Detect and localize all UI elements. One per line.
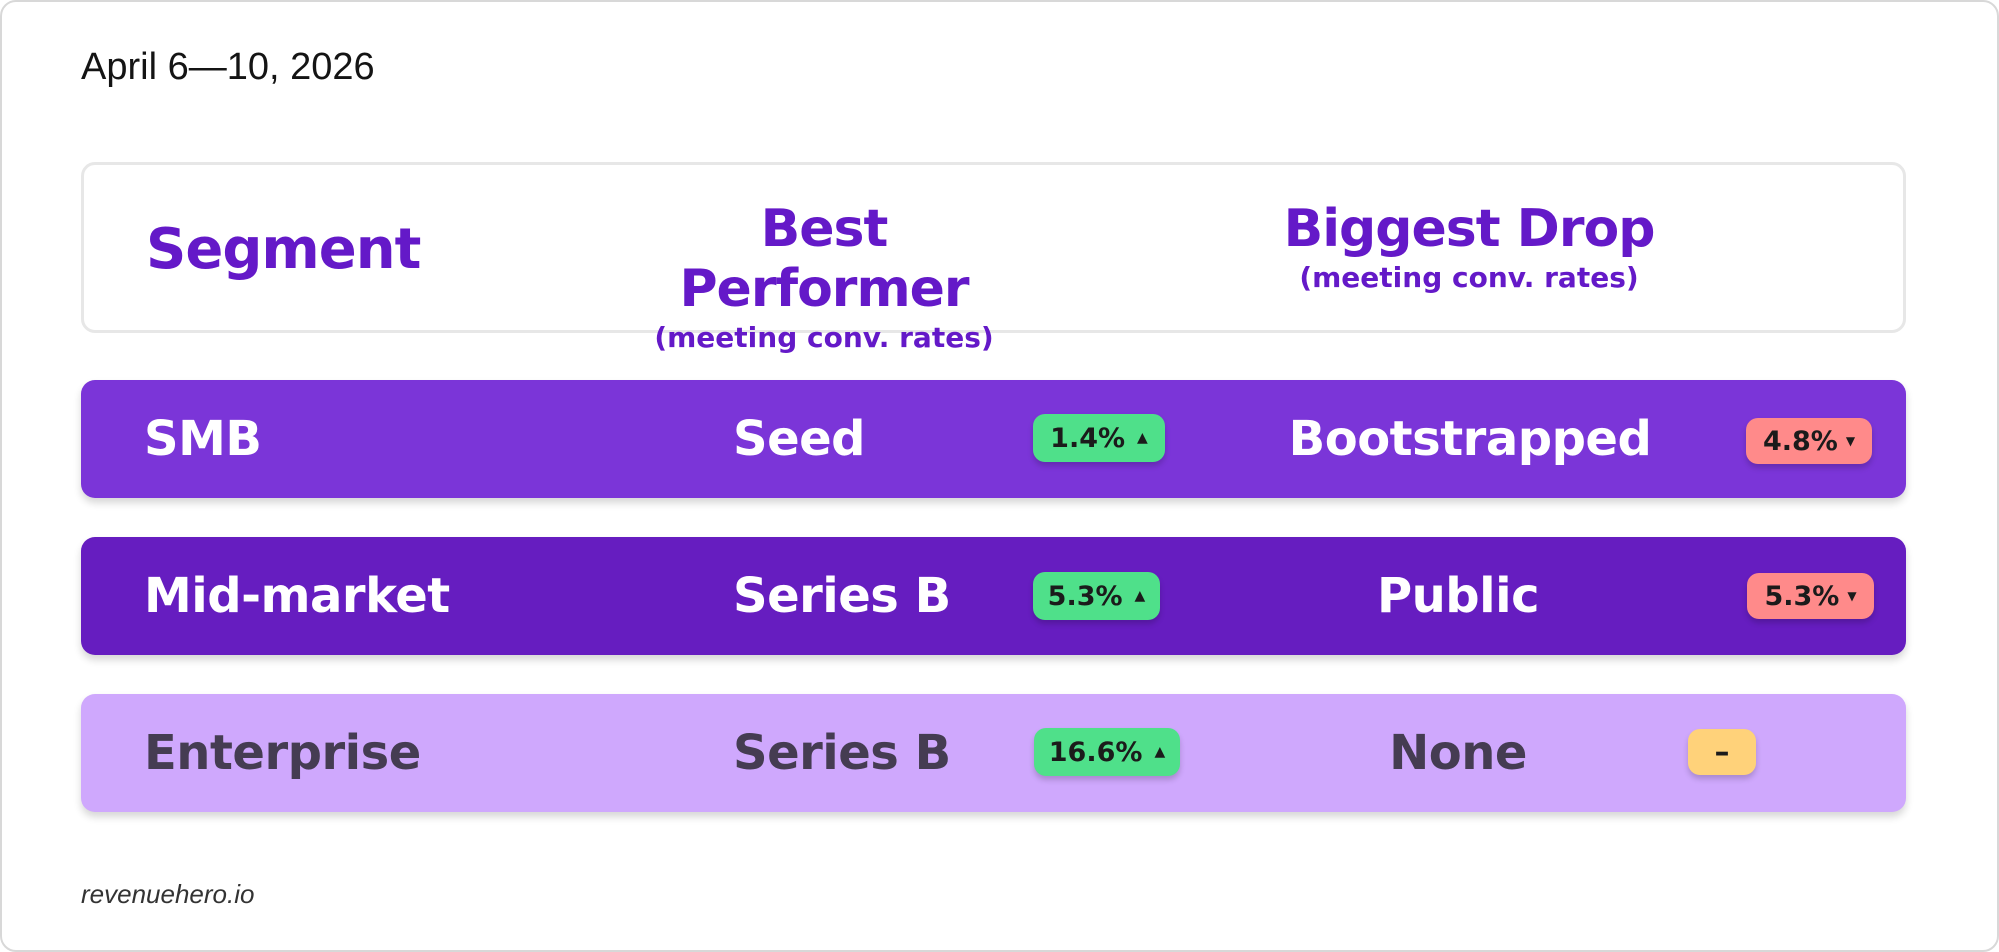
best-change-badge: 5.3% ▲ — [1033, 572, 1160, 620]
best-change-value: 5.3% — [1047, 580, 1123, 612]
arrow-down-icon: ▼ — [1847, 589, 1857, 603]
best-performer-name: Seed — [733, 411, 866, 467]
footer-source: revenuehero.io — [81, 879, 255, 909]
best-change-value: 1.4% — [1050, 422, 1126, 454]
biggest-drop-column-header: Biggest Drop (meeting conv. rates) — [1259, 199, 1679, 297]
table-header: Segment Best Performer (meeting conv. ra… — [81, 162, 1906, 354]
drop-change-value: 4.8% — [1762, 425, 1838, 457]
biggest-drop-name: None — [1389, 725, 1527, 781]
biggest-drop-name: Public — [1376, 568, 1540, 624]
no-change-dash: – — [1714, 734, 1730, 770]
drop-change-badge: – — [1688, 729, 1756, 775]
best-performer-subtitle: (meeting conv. rates) — [654, 321, 994, 354]
segment-column-header: Segment — [146, 217, 421, 282]
best-performer-name: Series B — [733, 568, 951, 624]
table-row-enterprise: Enterprise Series B 16.6% ▲ None – — [81, 694, 1906, 812]
best-performer-title: Best Performer — [679, 199, 969, 319]
table-row-mid-market: Mid-market Series B 5.3% ▲ Public 5.3% ▼ — [81, 537, 1906, 655]
best-performer-name: Series B — [733, 725, 951, 781]
arrow-up-icon: ▲ — [1137, 430, 1148, 446]
best-performer-column-header: Best Performer (meeting conv. rates) — [614, 199, 1034, 357]
best-change-value: 16.6% — [1048, 736, 1143, 768]
arrow-up-icon: ▲ — [1154, 744, 1166, 760]
date-range: April 6—10, 2026 — [81, 46, 375, 88]
drop-change-badge: 4.8% ▼ — [1746, 418, 1872, 464]
biggest-drop-title: Biggest Drop — [1283, 199, 1656, 259]
best-change-badge: 1.4% ▲ — [1033, 414, 1165, 462]
arrow-down-icon: ▼ — [1845, 434, 1856, 448]
table-row-smb: SMB Seed 1.4% ▲ Bootstrapped 4.8% ▼ — [81, 380, 1906, 498]
drop-change-value: 5.3% — [1764, 580, 1840, 612]
arrow-up-icon: ▲ — [1134, 588, 1146, 604]
segment-name: SMB — [144, 411, 262, 467]
drop-change-badge: 5.3% ▼ — [1747, 573, 1874, 619]
biggest-drop-name: Bootstrapped — [1288, 411, 1652, 467]
best-change-badge: 16.6% ▲ — [1034, 728, 1180, 776]
segment-name: Mid-market — [144, 568, 450, 624]
segment-name: Enterprise — [144, 725, 421, 781]
biggest-drop-subtitle: (meeting conv. rates) — [1299, 261, 1639, 294]
